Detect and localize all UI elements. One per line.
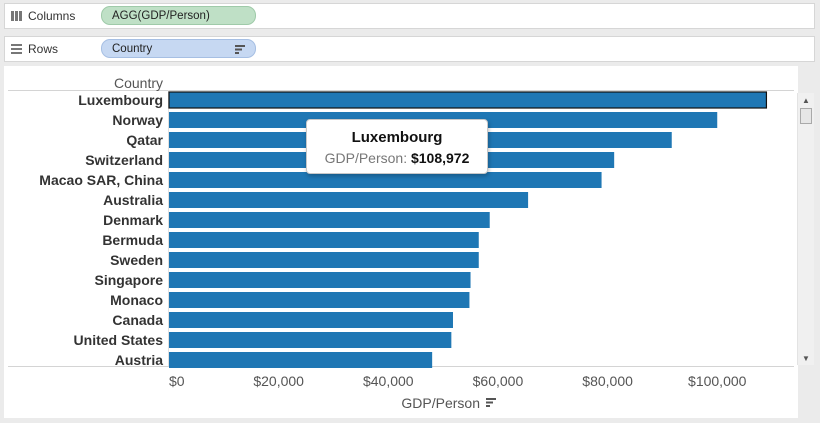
rows-shelf-label: Rows <box>28 42 59 56</box>
bar <box>169 252 479 268</box>
columns-shelf: Columns AGG(GDP/Person) <box>4 3 815 29</box>
bar <box>169 192 529 208</box>
category-label: Australia <box>103 192 163 208</box>
columns-shelf-label: Columns <box>28 9 76 23</box>
scroll-thumb[interactable] <box>800 108 812 124</box>
bar <box>169 172 602 188</box>
rows-shelf: Rows Country <box>4 36 815 62</box>
bar <box>169 212 490 228</box>
bar <box>169 312 453 328</box>
category-label: Switzerland <box>85 152 163 168</box>
bar <box>169 292 470 308</box>
x-tick-label: $80,000 <box>582 373 633 389</box>
x-tick-label: $0 <box>169 373 185 389</box>
scroll-up-icon[interactable]: ▲ <box>802 95 810 105</box>
category-label: Bermuda <box>102 232 163 248</box>
x-tick-label: $40,000 <box>363 373 414 389</box>
columns-pill-label: AGG(GDP/Person) <box>112 9 210 22</box>
category-label: Monaco <box>110 292 163 308</box>
x-tick-label: $20,000 <box>253 373 304 389</box>
axis-sort-icon <box>486 401 493 404</box>
category-label: Canada <box>112 312 163 328</box>
vertical-scrollbar[interactable]: ▲ ▼ <box>797 93 814 365</box>
bar <box>169 352 433 368</box>
rows-shelf-label-group: Rows <box>11 37 58 61</box>
axis-sort-icon <box>486 405 490 407</box>
category-label: Luxembourg <box>78 92 163 108</box>
bar <box>169 232 479 248</box>
category-label: United States <box>74 332 164 348</box>
sort-descending-icon[interactable] <box>235 45 245 54</box>
bar <box>168 91 768 109</box>
tooltip-key: GDP/Person: <box>324 150 408 166</box>
tooltip-title: Luxembourg <box>351 129 443 146</box>
category-label: Austria <box>115 352 163 368</box>
axis-sort-icon <box>486 398 496 400</box>
tooltip-line: GDP/Person: $108,972 <box>307 150 487 166</box>
category-label: Denmark <box>103 212 163 228</box>
x-axis-title: GDP/Person <box>401 395 480 411</box>
x-tick-label: $60,000 <box>473 373 524 389</box>
columns-pill[interactable]: AGG(GDP/Person) <box>101 6 256 25</box>
columns-icon <box>11 11 22 21</box>
rows-icon <box>11 44 22 54</box>
category-label: Qatar <box>126 132 163 148</box>
bar <box>169 332 452 348</box>
rows-pill-label: Country <box>112 42 153 55</box>
row-header-label: Country <box>114 75 163 91</box>
bar <box>169 272 471 288</box>
tooltip: Luxembourg GDP/Person: $108,972 <box>306 119 488 174</box>
scroll-down-icon[interactable]: ▼ <box>802 353 810 363</box>
category-label: Singapore <box>95 272 164 288</box>
rows-pill[interactable]: Country <box>101 39 256 58</box>
x-tick-label: $100,000 <box>688 373 747 389</box>
category-label: Macao SAR, China <box>39 172 163 188</box>
tooltip-value: $108,972 <box>410 150 470 166</box>
columns-shelf-label-group: Columns <box>11 4 75 28</box>
category-label: Norway <box>112 112 163 128</box>
category-label: Sweden <box>110 252 163 268</box>
